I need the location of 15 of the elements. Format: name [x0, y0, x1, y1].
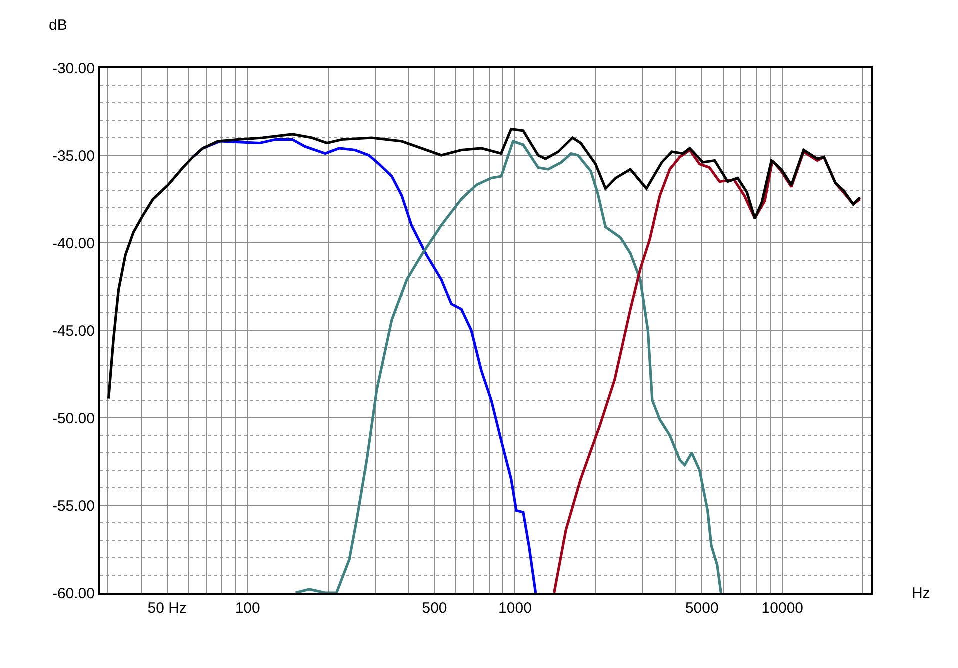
y-tick-label: -60.00 [52, 585, 95, 602]
x-tick-label: 10000 [762, 600, 804, 617]
y-tick-label: -55.00 [52, 498, 95, 515]
y-tick-label: -50.00 [52, 410, 95, 428]
y-tick-label: -30.00 [52, 60, 95, 78]
x-tick-label: 50 Hz [148, 600, 187, 617]
y-tick-label: -35.00 [52, 148, 95, 165]
x-tick-label: 1000 [498, 600, 532, 617]
x-tick-label: 5000 [685, 600, 719, 617]
x-axis-title: Hz [912, 585, 930, 602]
y-tick-label: -40.00 [52, 235, 95, 252]
x-tick-label: 500 [422, 600, 448, 617]
y-tick-label: -45.00 [52, 322, 95, 340]
x-tick-label: 100 [235, 600, 260, 617]
y-axis-title: dB [49, 17, 68, 34]
